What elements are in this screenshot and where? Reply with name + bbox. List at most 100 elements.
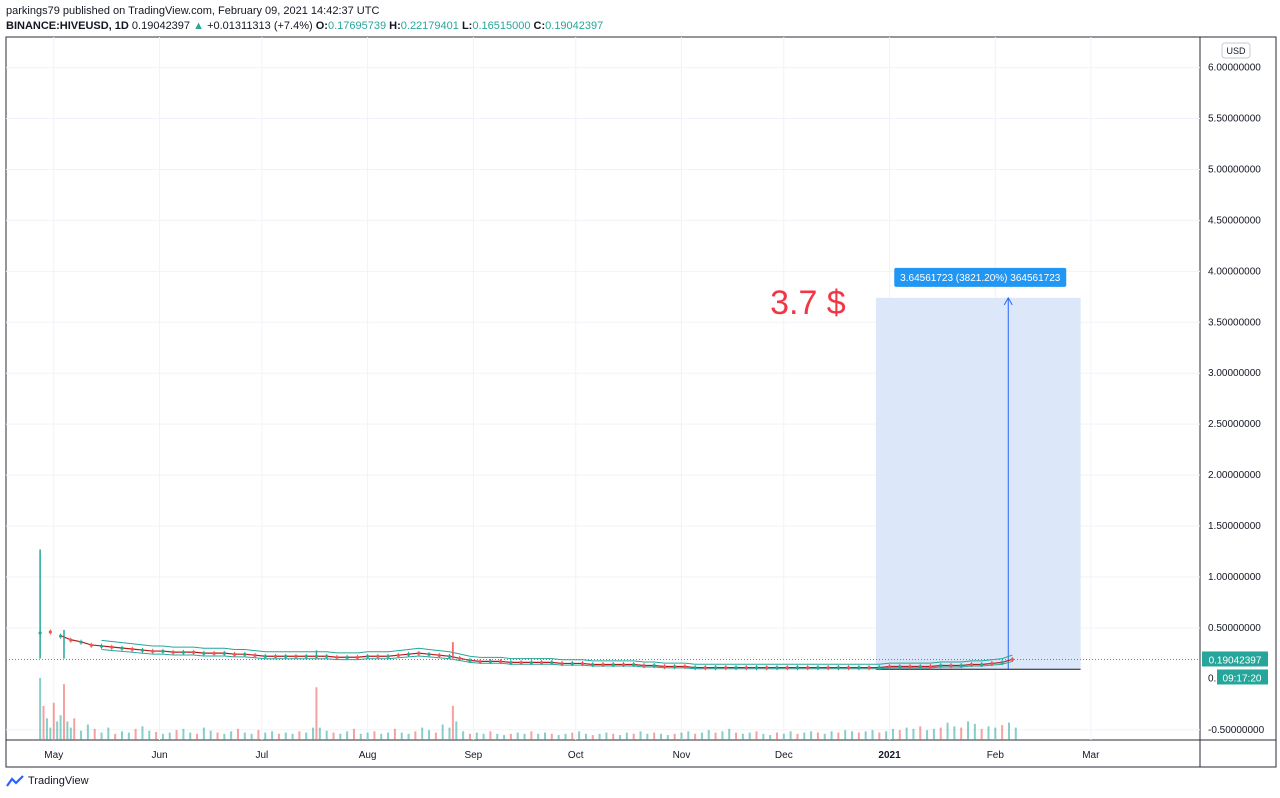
volume-bar <box>926 730 929 740</box>
volume-bar <box>373 731 376 740</box>
candle-body <box>427 653 431 656</box>
countdown-tag: 0. 09:17:20 <box>1208 669 1268 685</box>
measure-tool[interactable]: 3.64561723 (3821.20%) 364561723 <box>875 267 1081 670</box>
price-axis[interactable]: 6.00000000 5.50000000 5.00000000 4.50000000… <box>1208 63 1265 736</box>
volume-bar <box>605 732 608 740</box>
volume-bar <box>619 735 622 740</box>
candle-body <box>867 666 871 669</box>
volume-bar <box>537 733 540 740</box>
volume-bar <box>52 702 55 740</box>
volume-bar <box>516 732 519 740</box>
candle-body <box>181 651 185 654</box>
volume-bar <box>161 733 164 740</box>
volume-bar <box>339 733 342 740</box>
candle-body <box>632 663 636 666</box>
volume-bar <box>1014 727 1017 740</box>
candle-body <box>458 657 462 660</box>
volume-bar <box>196 733 199 740</box>
volume-bar <box>728 728 731 740</box>
y-tick-label: 6.00000000 <box>1208 63 1261 74</box>
brand-name: TradingView <box>28 775 89 787</box>
volume-bar <box>284 732 287 740</box>
volume-bar <box>844 730 847 740</box>
volume-bar <box>380 733 383 740</box>
x-tick-label: Feb <box>987 750 1005 761</box>
candle-body <box>785 666 789 669</box>
y-tick-label: -0.50000000 <box>1208 725 1265 736</box>
price-tag-bg <box>1202 651 1268 667</box>
volume-bar <box>148 730 151 740</box>
candle-body <box>980 663 984 666</box>
volume-bar <box>134 728 137 740</box>
volume-bar <box>400 732 403 740</box>
candle-body <box>304 655 308 658</box>
volume-bar <box>366 732 369 740</box>
candle-body <box>478 660 482 663</box>
countdown-bg <box>1217 669 1268 685</box>
candle-body <box>151 650 155 653</box>
candle-body <box>673 665 677 668</box>
candle-body <box>847 666 851 669</box>
volume-bar <box>823 733 826 740</box>
moving-average-line <box>60 635 1013 669</box>
candle-body <box>140 649 144 652</box>
y-tick-label: 1.50000000 <box>1208 521 1261 532</box>
volume-bar <box>523 733 526 740</box>
candle-body <box>294 655 298 658</box>
time-axis[interactable]: May Jun Jul Aug Sep Oct Nov Dec 2021 Feb Mar <box>44 750 1100 761</box>
y-tick-label: 5.50000000 <box>1208 114 1261 125</box>
volume-bar <box>66 721 69 740</box>
volume-bar <box>673 733 676 740</box>
volume-bar <box>666 735 669 740</box>
measure-label: 3.64561723 (3821.20%) 364561723 <box>900 273 1061 284</box>
candle-body <box>888 665 892 668</box>
candle-body <box>621 663 625 666</box>
measure-label-bg <box>894 267 1067 287</box>
volume-bar <box>796 733 799 740</box>
volume-bar <box>312 727 315 740</box>
tradingview-logo[interactable]: TradingView <box>6 775 89 787</box>
candle-body <box>130 648 134 651</box>
candle-body <box>120 647 124 650</box>
candle-body <box>407 653 411 656</box>
candle-body <box>59 634 63 638</box>
volume-bar <box>489 731 492 740</box>
volume-bar <box>69 727 72 740</box>
low-label: L: <box>461 20 473 32</box>
candle-body <box>969 663 973 666</box>
candle-body <box>253 654 257 657</box>
candle-body <box>447 655 451 658</box>
volume-bar <box>530 731 533 740</box>
volume-bar <box>741 733 744 740</box>
candle-body <box>161 650 165 653</box>
currency-button-bg[interactable] <box>1221 42 1251 59</box>
volume-bar <box>107 727 110 740</box>
volume-bar <box>721 731 724 740</box>
volume-bar <box>451 705 454 740</box>
candle-body <box>1000 661 1004 664</box>
volume-bar <box>769 735 772 740</box>
measure-arrowhead-icon <box>1003 296 1013 306</box>
candle-body <box>959 664 963 667</box>
volume-bar <box>475 732 478 740</box>
candle-body <box>816 666 820 669</box>
volume-bar <box>905 727 908 740</box>
change-value: +0.01311313 (+7.4%) <box>207 20 313 32</box>
volume-bar <box>816 732 819 740</box>
currency-button[interactable]: USD <box>1221 42 1251 59</box>
candle-body <box>263 655 267 658</box>
candle-body <box>171 651 175 654</box>
volume-bar <box>250 733 253 740</box>
chart-header: parkings79 published on TradingView.com,… <box>6 4 1276 34</box>
volume-bar <box>509 733 512 740</box>
volume-bar <box>209 730 212 740</box>
x-tick-label: Jul <box>255 750 268 761</box>
candle-body <box>652 664 656 667</box>
candle-body <box>48 630 52 634</box>
measure-range-box[interactable] <box>875 297 1081 670</box>
volume-bar <box>100 732 103 740</box>
candle-body <box>714 666 718 669</box>
volume-bar <box>632 733 635 740</box>
candle-body <box>386 655 390 658</box>
